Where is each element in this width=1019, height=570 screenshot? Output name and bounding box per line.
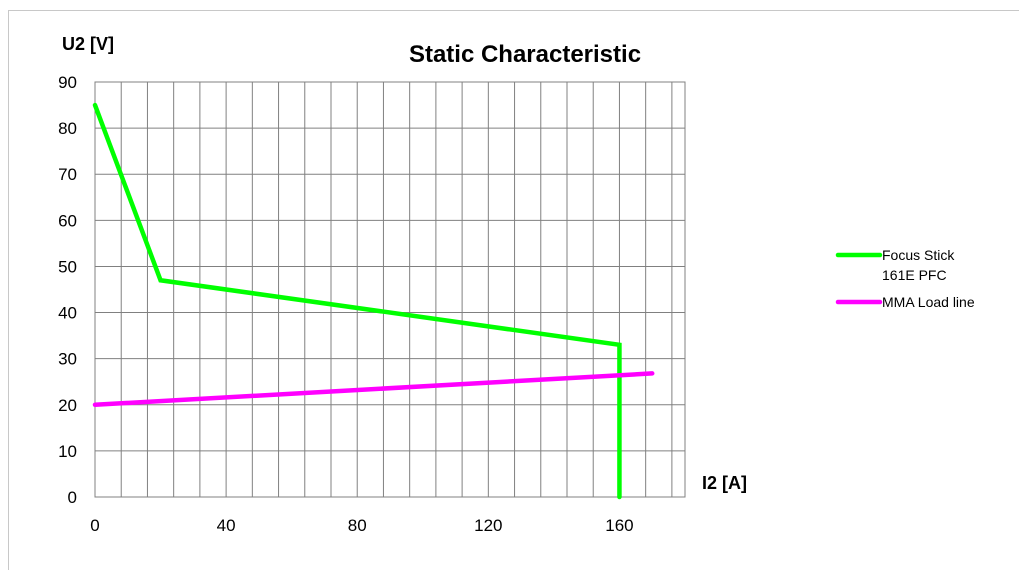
y-tick-label: 10 (58, 442, 77, 461)
legend-label: MMA Load line (882, 294, 975, 310)
series-lines (92, 102, 655, 500)
y-tick-label: 60 (58, 211, 77, 230)
tick-labels: 0 10 20 30 40 50 60 70 80 90 0 40 80 120 160 (58, 73, 634, 535)
chart-frame (8, 10, 1019, 570)
y-tick-label: 80 (58, 119, 77, 138)
y-tick-label: 50 (58, 257, 77, 276)
legend: Focus Stick 161E PFC MMA Load line (835, 247, 975, 310)
y-tick-label: 20 (58, 396, 77, 415)
y-tick-label: 40 (58, 304, 77, 323)
y-tick-label: 0 (68, 488, 77, 507)
series-line-1 (92, 102, 622, 500)
y-tick-label: 30 (58, 350, 77, 369)
grid (94, 81, 686, 498)
series-line-2 (92, 371, 655, 408)
plot-area-border (94, 81, 686, 498)
y-tick-label: 70 (58, 165, 77, 184)
legend-label: 161E PFC (882, 267, 947, 283)
x-axis-label: I2 [A] (702, 473, 747, 493)
x-tick-label: 80 (348, 516, 367, 535)
chart-title: Static Characteristic (409, 41, 641, 68)
x-tick-label: 40 (217, 516, 236, 535)
x-tick-label: 160 (605, 516, 633, 535)
y-axis-label: U2 [V] (62, 34, 114, 54)
legend-label: Focus Stick (882, 247, 955, 263)
x-tick-label: 120 (474, 516, 502, 535)
x-tick-label: 0 (90, 516, 99, 535)
y-tick-label: 90 (58, 73, 77, 92)
